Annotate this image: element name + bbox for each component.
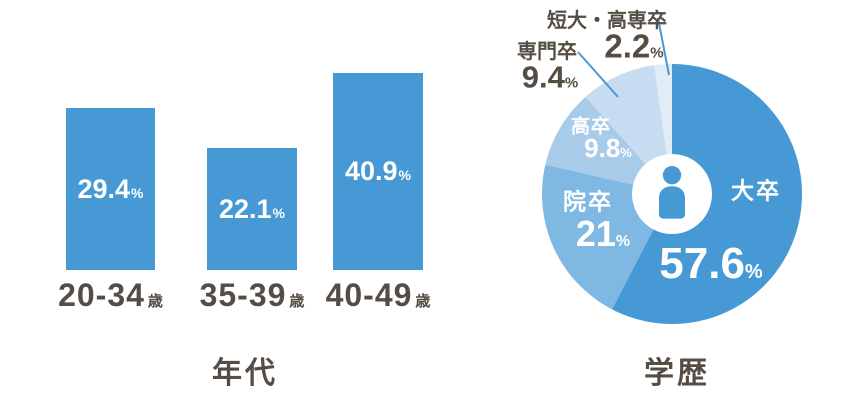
education-pie (542, 64, 802, 324)
age-range-text: 20-34 (58, 277, 145, 313)
age-suffix-text: 歳 (415, 293, 431, 310)
age-suffix-text: 歳 (289, 293, 305, 310)
percent-sign: % (398, 167, 411, 183)
slice-value-kousotsu: 9.8% (584, 135, 632, 161)
bar-40-49: 40.9% (333, 73, 423, 270)
bar-value-number: 22.1 (218, 193, 272, 224)
slice-value-number: 21 (575, 213, 616, 254)
slice-value-senmon: 9.4% (522, 62, 578, 93)
percent-sign: % (131, 184, 144, 201)
slice-label-senmon: 専門卒 (517, 41, 577, 63)
bar-value-number: 29.4 (77, 173, 131, 204)
bar-35-39: 22.1% (207, 148, 297, 270)
slice-value-number: 2.2 (604, 27, 651, 65)
x-axis-label-35-39: 35-39 歳 (177, 277, 327, 314)
slice-value-number: 57.6 (659, 239, 745, 288)
slice-value-insotsu: 21% (576, 216, 630, 252)
bar-20-34: 29.4% (66, 108, 155, 270)
percent-sign: % (620, 145, 632, 160)
slice-value-daisotsu: 57.6% (659, 242, 762, 286)
slice-value-tandai: 2.2% (604, 30, 663, 63)
bar-value-number: 40.9 (344, 156, 398, 186)
age-range-text: 35-39 (199, 277, 287, 313)
slice-value-number: 9.4 (521, 59, 565, 95)
percent-sign: % (564, 74, 579, 92)
percent-sign: % (272, 204, 285, 221)
percent-sign: % (650, 44, 664, 62)
slice-label-kousotsu: 高卒 (570, 116, 612, 138)
slice-label-tandai: 短大・高専卒 (547, 10, 667, 32)
bar-value-label: 29.4% (77, 174, 143, 205)
age-range-text: 40-49 (325, 277, 413, 313)
slice-label-daisotsu: 大卒 (731, 177, 781, 204)
x-axis-label-40-49: 40-49 歳 (303, 277, 453, 314)
percent-sign: % (744, 261, 763, 283)
bar-value-label: 40.9% (345, 156, 411, 187)
education-chart-title: 学歴 (644, 357, 710, 390)
slice-value-number: 9.8 (584, 133, 621, 163)
donut-center-circle (632, 154, 712, 234)
x-axis-label-20-34: 20-34 歳 (36, 277, 185, 314)
age-chart-title: 年代 (212, 357, 278, 390)
person-icon (658, 166, 686, 219)
bar-value-label: 22.1% (219, 194, 285, 225)
percent-sign: % (615, 233, 631, 250)
slice-label-insotsu: 院卒 (563, 188, 613, 215)
age-suffix-text: 歳 (147, 293, 163, 310)
